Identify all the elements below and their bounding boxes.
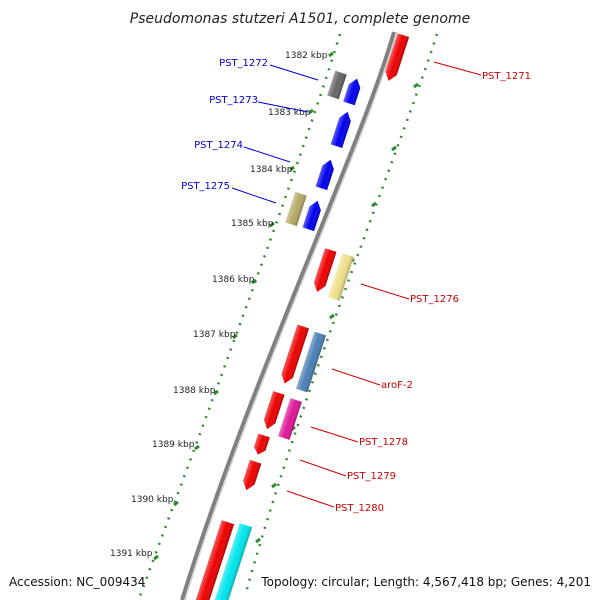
- gene-label-arof-2: aroF-2: [381, 380, 413, 391]
- leader-pst-1271: [433, 61, 482, 76]
- feature-pst-1271-shading: [385, 33, 410, 81]
- reverse-strand-track: [138, 33, 342, 597]
- gene-label-pst-1280: PST_1280: [335, 503, 384, 514]
- map-title: Pseudomonas stutzeri A1501, complete gen…: [130, 11, 470, 27]
- genome-backbone-highlight: [184, 31, 398, 600]
- feature-red-2[interactable]: [193, 520, 235, 600]
- leader-pst-1276: [360, 283, 410, 300]
- feature-pst-1276-red[interactable]: [311, 248, 337, 294]
- feature-red-2-shading: [193, 520, 235, 600]
- gene-label-pst-1272: PST_1272: [219, 58, 268, 69]
- kbp-label: 1389 kbp: [152, 440, 195, 450]
- feature-pst-1280-shading: [243, 459, 262, 491]
- kbp-label: 1382 kbp: [285, 51, 328, 61]
- kbp-label: 1384 kbp: [250, 165, 293, 175]
- tick-mark: [289, 165, 295, 172]
- kbp-label: 1385 kbp: [231, 219, 274, 229]
- feature-pst-1276-shading: [328, 253, 354, 301]
- feature-arof-2-red[interactable]: [279, 324, 309, 386]
- tick-mark: [269, 221, 275, 228]
- feature-arof-2[interactable]: [296, 331, 326, 393]
- accession-text: Accession: NC_009434: [9, 575, 146, 589]
- feature-pst-1279[interactable]: [252, 433, 270, 457]
- leader-pst-1274: [243, 146, 291, 163]
- gene-label-pst-1279: PST_1279: [347, 471, 396, 482]
- feature-pst-1272[interactable]: [343, 77, 362, 106]
- gene-features: [193, 33, 410, 600]
- kbp-label: 1390 kbp: [131, 495, 174, 505]
- tick-mark: [251, 278, 257, 285]
- feature-red-1[interactable]: [261, 391, 285, 431]
- feature-cyan-1[interactable]: [211, 523, 253, 600]
- feature-pst-1276[interactable]: [328, 253, 354, 301]
- feature-pst-1271[interactable]: [383, 33, 410, 82]
- leader-pst-1275: [231, 187, 277, 204]
- feature-pst-1272-shading: [343, 78, 361, 106]
- tick-mark: [308, 108, 314, 115]
- feature-pst-1278[interactable]: [278, 398, 302, 440]
- tick-mark: [413, 82, 419, 89]
- gene-label-pst-1278: PST_1278: [359, 437, 408, 448]
- feature-olive-1-shading: [285, 191, 307, 227]
- feature-arof-2-shading: [296, 331, 326, 393]
- gene-label-pst-1275: PST_1275: [181, 181, 230, 192]
- genome-backbone: [180, 31, 396, 600]
- leader-pst-1278: [310, 426, 359, 443]
- feature-pst-1273-shading: [330, 111, 351, 148]
- gene-label-pst-1273: PST_1273: [209, 95, 258, 106]
- kbp-label: 1387 kbp: [193, 330, 236, 340]
- kbp-label: 1386 kbp: [212, 275, 255, 285]
- feature-pst-1279-shading: [254, 433, 270, 455]
- tick-mark: [194, 444, 200, 451]
- gene-label-pst-1274: PST_1274: [194, 140, 243, 151]
- tick-mark: [391, 145, 397, 152]
- kbp-label: 1391 kbp: [110, 549, 153, 559]
- leader-pst-1279: [299, 459, 347, 477]
- feature-pst-1274-shading: [315, 159, 334, 191]
- label-leader-lines: [231, 61, 482, 508]
- tick-mark: [213, 389, 219, 396]
- genome-summary-text: Topology: circular; Length: 4,567,418 bp…: [261, 575, 591, 589]
- tick-mark: [153, 554, 159, 561]
- feature-pst-1273[interactable]: [330, 110, 354, 148]
- leader-pst-1280: [286, 490, 335, 508]
- feature-olive-1[interactable]: [285, 191, 307, 227]
- tick-mark: [173, 500, 179, 507]
- kbp-label: 1388 kbp: [173, 386, 216, 396]
- feature-gray-1[interactable]: [327, 70, 347, 100]
- tick-mark: [271, 482, 277, 489]
- feature-pst-1275[interactable]: [302, 199, 324, 232]
- leader-pst-1273: [257, 101, 309, 113]
- kbp-tick-labels: 1382 kbp 1383 kbp 1384 kbp 1385 kbp 1386…: [110, 51, 328, 559]
- feature-cyan-1-shading: [211, 523, 253, 600]
- leader-pst-1272: [269, 64, 319, 81]
- feature-gray-1-shading: [327, 70, 347, 100]
- feature-pst-1274[interactable]: [315, 158, 337, 191]
- tick-mark: [371, 201, 377, 208]
- kbp-tick-marks: [153, 51, 419, 561]
- gene-label-pst-1276: PST_1276: [410, 294, 459, 305]
- leader-arof-2: [331, 368, 381, 386]
- tick-mark: [255, 537, 261, 544]
- feature-pst-1280[interactable]: [241, 459, 262, 492]
- tick-mark: [329, 313, 335, 320]
- gene-labels: PST_1272 PST_1273 PST_1274 PST_1275 PST_…: [181, 58, 531, 514]
- feature-red-1-shading: [263, 391, 285, 430]
- tick-mark: [328, 51, 334, 58]
- kbp-label: 1383 kbp: [268, 108, 311, 118]
- feature-pst-1275-shading: [302, 200, 321, 232]
- tick-mark: [232, 333, 238, 340]
- feature-arof-2-red-shading: [281, 324, 309, 384]
- feature-pst-1278-shading: [278, 398, 302, 440]
- feature-pst-1276-red-shading: [313, 248, 337, 292]
- gene-label-pst-1271: PST_1271: [482, 71, 531, 82]
